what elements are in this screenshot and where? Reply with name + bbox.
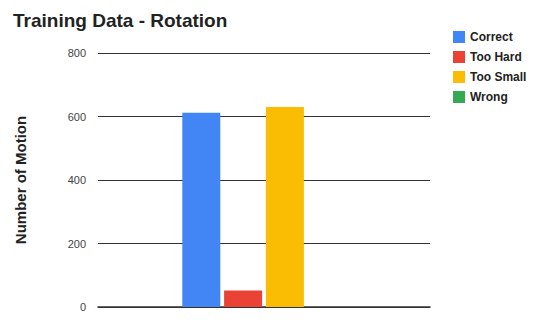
- svg-text:600: 600: [68, 111, 86, 123]
- svg-text:Too Small: Too Small: [470, 70, 526, 84]
- svg-text:Too Hard: Too Hard: [470, 50, 522, 64]
- svg-text:Correct: Correct: [470, 30, 513, 44]
- svg-text:400: 400: [68, 174, 86, 186]
- svg-text:200: 200: [68, 238, 86, 250]
- svg-text:Training Data - Rotation: Training Data - Rotation: [13, 10, 227, 31]
- svg-text:Wrong: Wrong: [470, 90, 508, 104]
- svg-text:800: 800: [68, 47, 86, 59]
- svg-text:Number of Motion: Number of Motion: [12, 116, 29, 244]
- svg-text:0: 0: [80, 301, 86, 313]
